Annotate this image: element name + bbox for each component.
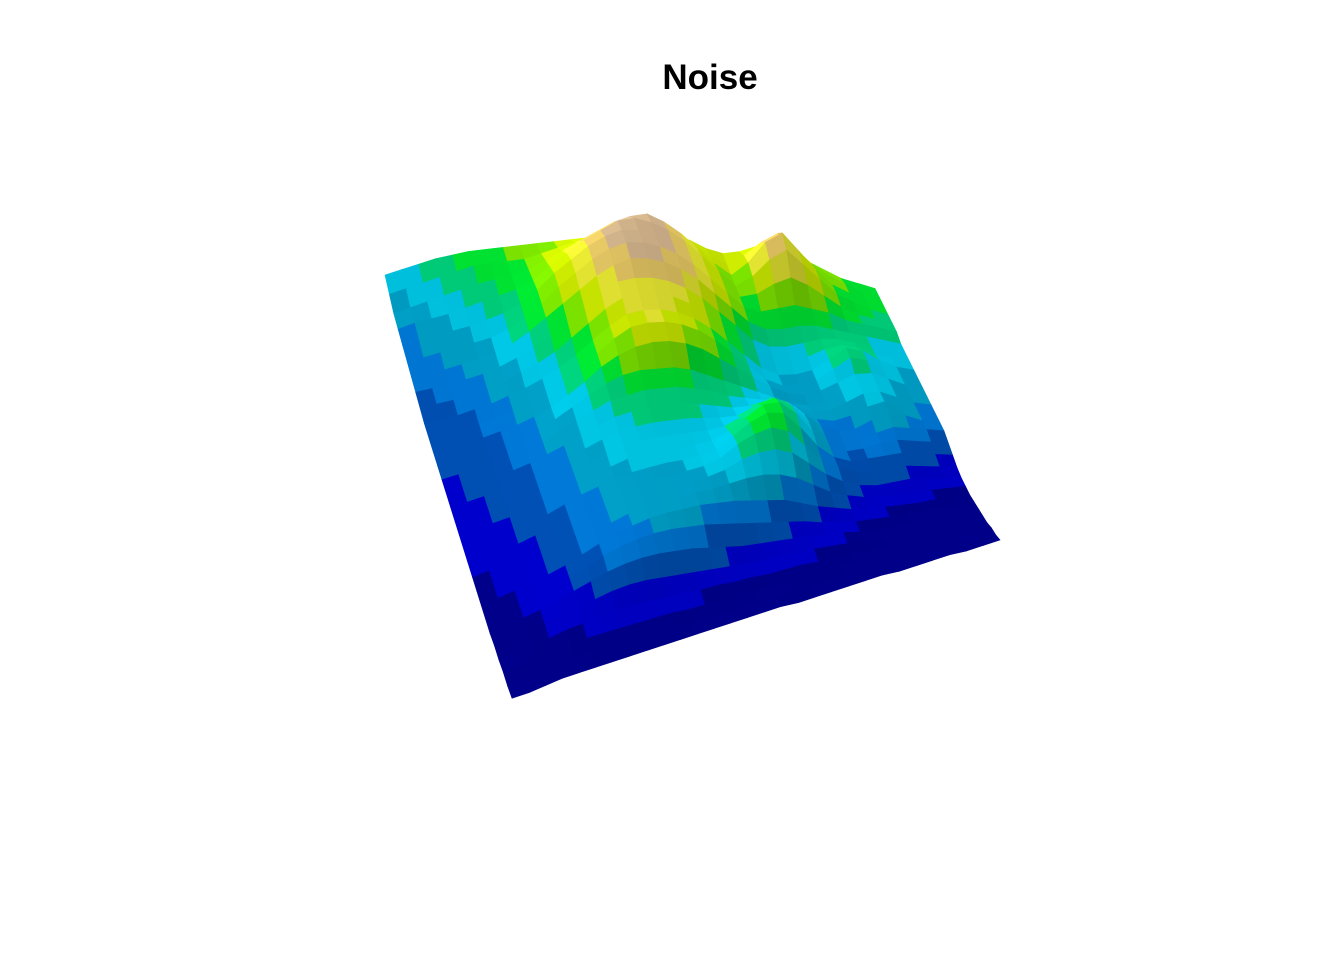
surface-mesh <box>384 213 1001 699</box>
surface-facet <box>978 534 1001 546</box>
